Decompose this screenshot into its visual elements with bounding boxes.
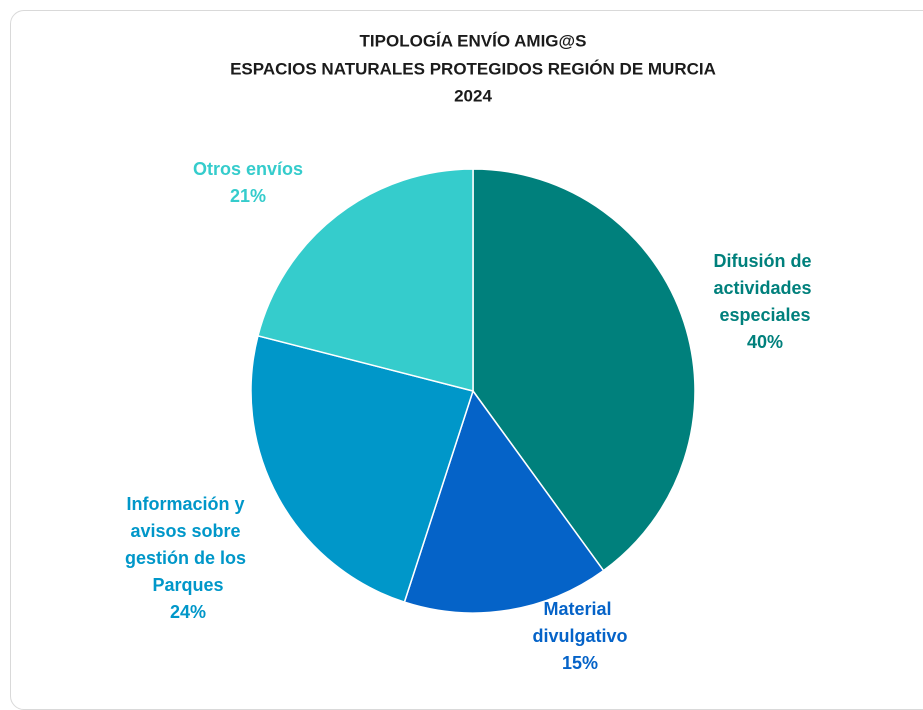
label-line: Otros envíos (193, 159, 303, 179)
chart-title: ESPACIOS NATURALES PROTEGIDOS REGIÓN DE … (230, 59, 716, 78)
label-line: avisos sobre (130, 521, 245, 541)
chart-title: TIPOLOGÍA ENVÍO AMIG@S (360, 31, 587, 50)
value-label: 24% (170, 602, 206, 622)
slice-label: Otros envíos (193, 159, 303, 179)
label-line: Difusión de (714, 251, 817, 271)
chart-title: 2024 (454, 86, 492, 105)
slice-label: Difusión de actividades especiales (713, 251, 816, 325)
value-label: 21% (230, 186, 266, 206)
pie-slice (257, 168, 474, 392)
label-line: Parques (152, 575, 223, 595)
label-line: especiales (719, 305, 810, 325)
value-label: 40% (747, 332, 783, 352)
label-line: gestión de los (125, 548, 251, 568)
label-line: actividades (713, 278, 816, 298)
pie-slice (472, 168, 696, 572)
label-line: Información y (126, 494, 249, 514)
page: {"chart_data": {"type": "pie", "title": … (10, 10, 923, 710)
pie-slice (403, 389, 605, 614)
slice-label: Material divulgativo (532, 599, 627, 646)
label-line: Material (543, 599, 616, 619)
slice-label: Información y avisos sobre gestión de lo… (125, 494, 251, 595)
label-line: divulgativo (532, 626, 627, 646)
pie-slice (250, 334, 474, 604)
value-label: 15% (562, 653, 598, 673)
chart: TIPOLOGÍA ENVÍO AMIG@S ESPACIOS NATURALE… (125, 31, 817, 673)
